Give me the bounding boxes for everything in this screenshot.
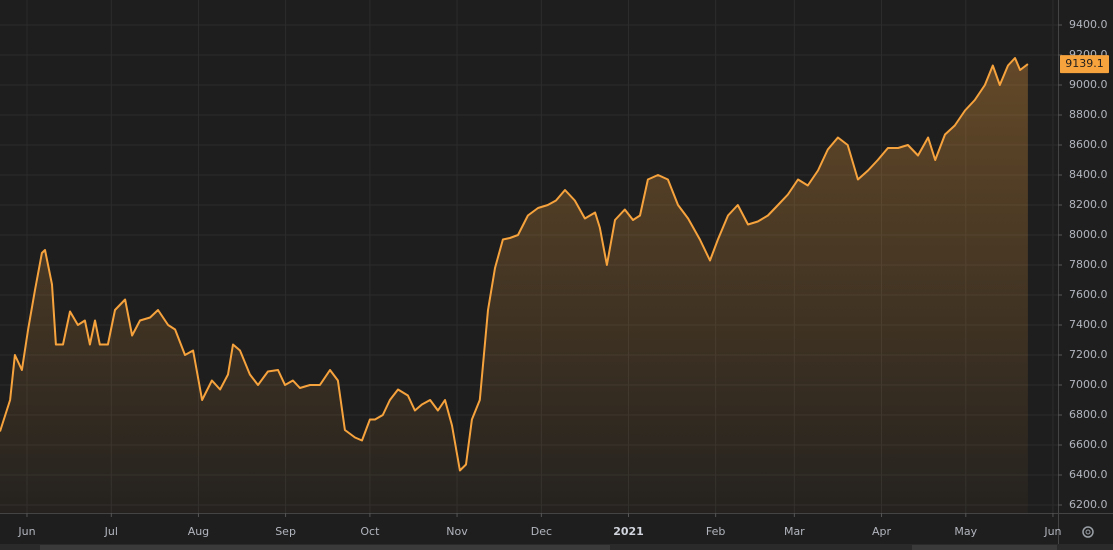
y-tick-label: 6800.0 — [1069, 408, 1108, 421]
x-tick-label: Mar — [784, 525, 805, 538]
gear — [1082, 526, 1094, 538]
y-tick-label: 8800.0 — [1069, 108, 1108, 121]
scrollbar-thumb[interactable] — [40, 545, 610, 550]
y-tick-label: 9000.0 — [1069, 78, 1108, 91]
y-tick-label: 7600.0 — [1069, 288, 1108, 301]
y-tick-label: 7800.0 — [1069, 258, 1108, 271]
x-tick-label: Dec — [531, 525, 552, 538]
y-tick-label: 7200.0 — [1069, 348, 1108, 361]
y-tick-label: 7400.0 — [1069, 318, 1108, 331]
last-price-label: 9139.1 — [1065, 57, 1104, 70]
x-tick-label: Jun — [17, 525, 35, 538]
y-tick-label: 8000.0 — [1069, 228, 1108, 241]
y-tick-label: 6200.0 — [1069, 498, 1108, 511]
area-fill — [0, 58, 1028, 513]
scrollbar-thumb[interactable] — [912, 545, 1057, 550]
settings-icon[interactable] — [1082, 526, 1094, 538]
gear-hub — [1085, 529, 1091, 535]
y-tick-label: 6400.0 — [1069, 468, 1108, 481]
x-tick-label: Aug — [188, 525, 209, 538]
x-tick-label: Oct — [360, 525, 380, 538]
y-tick-label: 9400.0 — [1069, 18, 1108, 31]
y-tick-label: 8600.0 — [1069, 138, 1108, 151]
axes: 6200.0 6400.0 6600.0 6800.0 7000.0 7200.0 7400… — [17, 18, 1109, 538]
x-tick-label: Jun — [1043, 525, 1061, 538]
y-tick-label: 8400.0 — [1069, 168, 1108, 181]
y-tick-label: 8200.0 — [1069, 198, 1108, 211]
x-tick-label: 2021 — [613, 525, 644, 538]
last-price-tag — [1060, 55, 1109, 74]
x-tick-label: Nov — [446, 525, 468, 538]
x-tick-label: May — [954, 525, 977, 538]
price-line — [0, 57, 1029, 472]
y-tick-label: 7000.0 — [1069, 378, 1108, 391]
x-tick-label: Jul — [104, 525, 118, 538]
plot — [0, 57, 1029, 513]
y-tick-label: 6600.0 — [1069, 438, 1108, 451]
x-tick-label: Sep — [275, 525, 296, 538]
x-tick-label: Feb — [706, 525, 725, 538]
x-tick-label: Apr — [872, 525, 892, 538]
